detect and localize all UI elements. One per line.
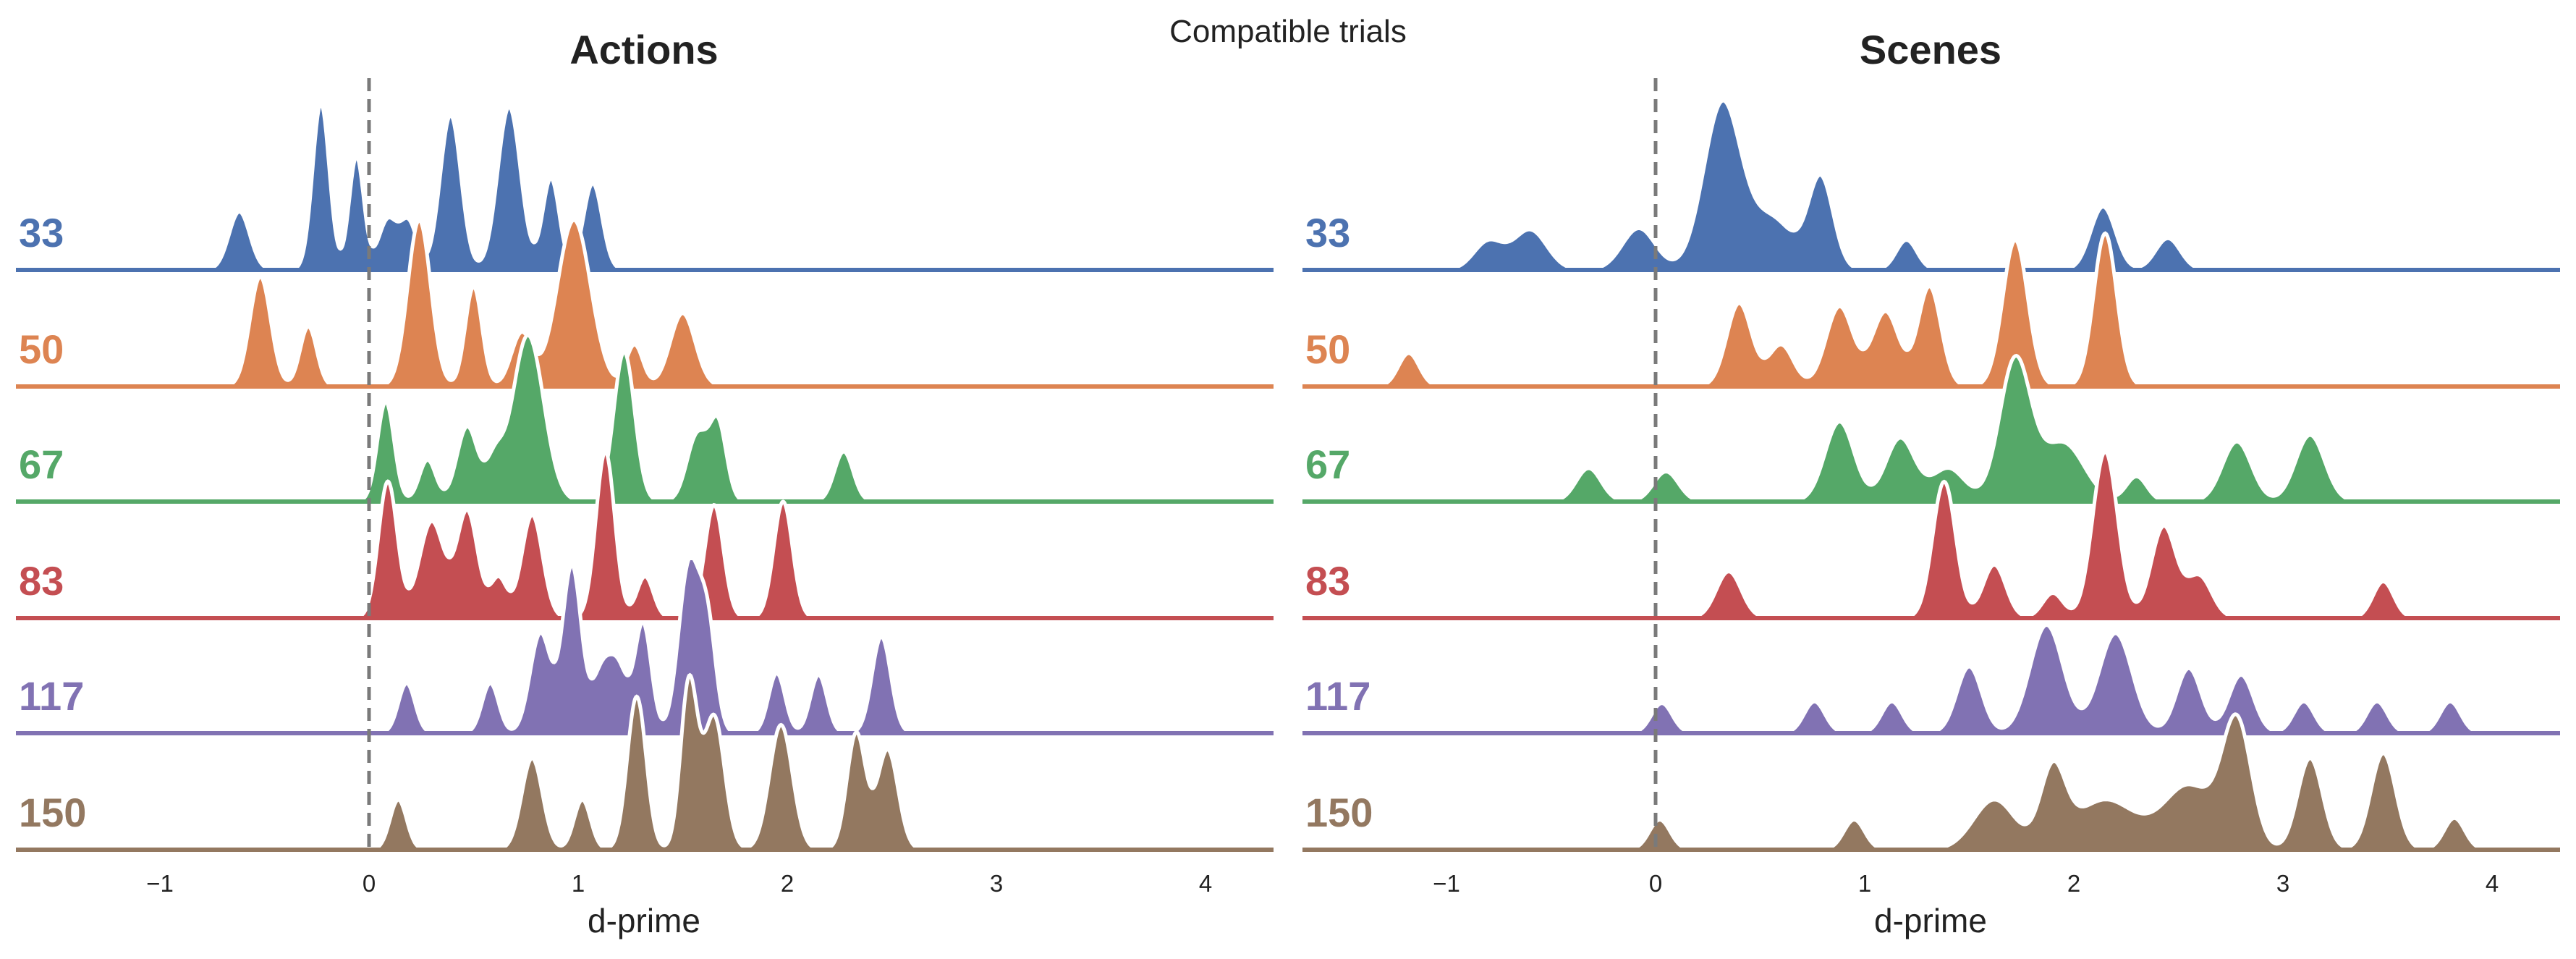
row-label-50: 50: [19, 326, 64, 372]
row-label-67: 67: [19, 442, 64, 487]
density-area-50: [218, 220, 733, 386]
figure-suptitle: Compatible trials: [1169, 14, 1407, 49]
row-label-150: 150: [19, 790, 86, 835]
density-outline-67: [1538, 353, 2369, 504]
panel-title-scenes: Scenes: [1860, 27, 2001, 72]
row-label-117: 117: [1305, 673, 1370, 719]
x-tick-label: −1: [146, 870, 174, 897]
panel-scenes: Scenes 33 50 67 83 117 150 −1 0 1 2 3 4 d-prime: [1302, 27, 2560, 939]
row-label-67: 67: [1305, 442, 1350, 487]
density-outline-50: [218, 218, 733, 389]
x-tick-label: −1: [1433, 870, 1460, 897]
x-tick-label: 1: [572, 870, 585, 897]
x-tick-label: 0: [363, 870, 376, 897]
row-label-83: 83: [1305, 558, 1350, 604]
density-area-67: [352, 335, 882, 502]
row-label-83: 83: [19, 558, 64, 604]
row-label-50: 50: [1305, 326, 1350, 372]
x-tick-label: 3: [2276, 870, 2289, 897]
x-tick-label: 1: [1858, 870, 1871, 897]
x-tick-label: 4: [1199, 870, 1212, 897]
x-axis-label-scenes: d-prime: [1874, 902, 1987, 939]
density-area-117: [1619, 625, 2492, 733]
x-tick-label: 0: [1649, 870, 1662, 897]
x-tick-label: 4: [2486, 870, 2499, 897]
ridges-scenes: [1302, 98, 2560, 852]
row-label-33: 33: [1305, 210, 1350, 255]
x-axis-label-actions: d-prime: [588, 902, 700, 939]
row-label-150: 150: [1305, 790, 1373, 835]
density-area-150: [365, 675, 930, 850]
density-area-33: [1429, 101, 2219, 270]
x-ticks-scenes: −1 0 1 2 3 4: [1433, 870, 2499, 897]
ridges-actions: [16, 101, 1274, 852]
row-label-117: 117: [19, 673, 84, 719]
density-outline-33: [1429, 98, 2219, 272]
x-tick-label: 2: [2067, 870, 2080, 897]
density-area-33: [198, 103, 631, 270]
x-ticks-actions: −1 0 1 2 3 4: [146, 870, 1212, 897]
row-labels-actions: 33 50 67 83 117 150: [19, 210, 86, 835]
panel-title-actions: Actions: [569, 27, 718, 72]
x-tick-label: 2: [781, 870, 794, 897]
row-labels-scenes: 33 50 67 83 117 150: [1305, 210, 1373, 835]
row-label-33: 33: [19, 210, 64, 255]
x-tick-label: 3: [990, 870, 1003, 897]
density-area-150: [1618, 714, 2496, 850]
panel-actions: Actions 33 50 67 83 117 150 −1 0 1 2 3 4 d-prime: [16, 27, 1274, 939]
